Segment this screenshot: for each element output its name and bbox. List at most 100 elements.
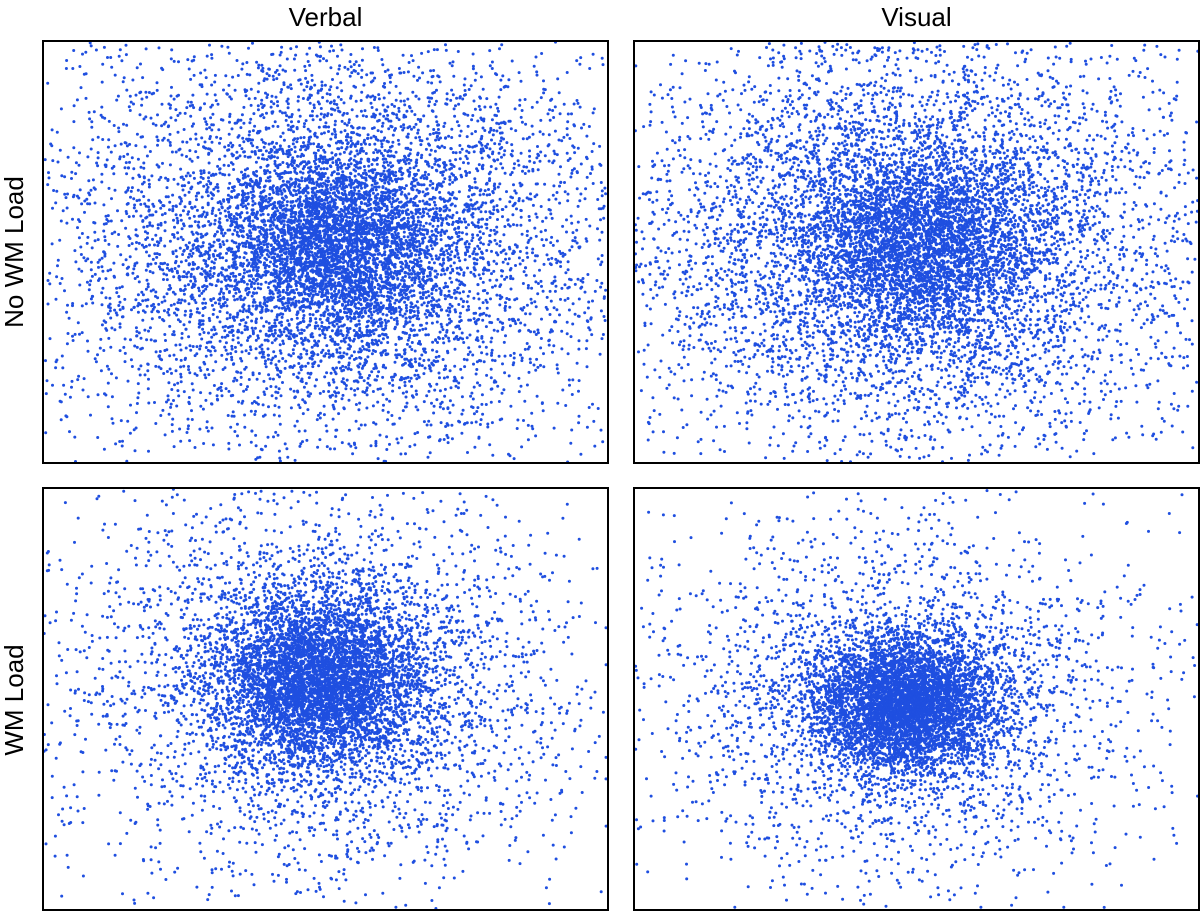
scatter-point bbox=[248, 121, 252, 125]
scatter-point bbox=[365, 298, 369, 301]
scatter-point bbox=[416, 431, 420, 434]
scatter-point bbox=[578, 199, 582, 203]
scatter-point bbox=[267, 255, 271, 259]
scatter-point bbox=[75, 98, 79, 102]
scatter-point bbox=[270, 394, 274, 398]
scatter-point bbox=[411, 233, 414, 237]
scatter-point bbox=[376, 374, 379, 378]
scatter-point bbox=[106, 145, 110, 149]
scatter-point bbox=[498, 240, 502, 243]
scatter-point bbox=[335, 322, 339, 326]
scatter-point bbox=[481, 272, 485, 276]
scatter-point bbox=[291, 142, 295, 146]
scatter-point bbox=[207, 220, 211, 223]
scatter-point bbox=[204, 259, 208, 263]
scatter-point bbox=[409, 182, 413, 186]
scatter-point bbox=[347, 343, 351, 347]
scatter-point bbox=[263, 298, 267, 302]
scatter-point bbox=[416, 408, 420, 412]
scatter-point bbox=[406, 97, 410, 101]
scatter-point bbox=[471, 353, 475, 357]
scatter-point bbox=[88, 117, 92, 121]
scatter-point bbox=[462, 271, 466, 275]
scatter-point bbox=[334, 141, 338, 145]
scatter-point bbox=[188, 315, 192, 319]
scatter-point bbox=[439, 273, 443, 277]
scatter-point bbox=[416, 151, 420, 155]
scatter-point bbox=[551, 109, 555, 112]
scatter-point bbox=[386, 163, 390, 167]
scatter-point bbox=[446, 406, 450, 410]
scatter-point bbox=[509, 287, 513, 291]
scatter-point bbox=[426, 333, 430, 337]
scatter-point bbox=[496, 158, 500, 162]
scatter-point bbox=[117, 54, 121, 58]
scatter-point bbox=[432, 261, 436, 265]
scatter-point bbox=[259, 310, 263, 314]
scatter-point bbox=[469, 394, 473, 398]
scatter-point bbox=[302, 285, 306, 289]
scatter-point bbox=[107, 138, 111, 142]
scatter-point bbox=[113, 188, 117, 192]
scatter-point bbox=[509, 173, 513, 177]
scatter-point bbox=[461, 290, 465, 294]
scatter-point bbox=[133, 449, 137, 453]
scatter-point bbox=[289, 406, 293, 410]
scatter-point bbox=[121, 263, 125, 267]
scatter-point bbox=[338, 296, 342, 300]
scatter-point bbox=[426, 192, 430, 195]
scatter-point bbox=[418, 285, 422, 289]
scatter-point bbox=[541, 409, 545, 413]
scatter-point bbox=[127, 166, 130, 170]
scatter-point bbox=[263, 184, 267, 188]
scatter-point bbox=[359, 302, 363, 306]
scatter-point bbox=[227, 441, 231, 445]
scatter-point bbox=[159, 206, 163, 210]
scatter-point bbox=[370, 238, 373, 242]
scatter-point bbox=[530, 124, 534, 128]
scatter-point bbox=[230, 152, 234, 156]
scatter-point bbox=[156, 113, 159, 117]
scatter-point bbox=[298, 444, 302, 448]
scatter-point bbox=[360, 264, 364, 268]
scatter-point bbox=[295, 288, 299, 291]
scatter-point bbox=[324, 214, 328, 218]
scatter-point bbox=[311, 188, 315, 192]
scatter-point bbox=[201, 314, 205, 318]
scatter-point bbox=[551, 350, 554, 354]
scatter-point bbox=[323, 375, 327, 379]
scatter-point bbox=[153, 401, 156, 404]
scatter-point bbox=[557, 138, 561, 142]
scatter-point bbox=[175, 94, 179, 98]
scatter-point bbox=[185, 140, 189, 144]
scatter-point bbox=[354, 446, 358, 450]
scatter-point bbox=[187, 302, 191, 306]
scatter-point bbox=[337, 325, 341, 329]
scatter-point bbox=[435, 350, 439, 354]
scatter-point bbox=[519, 215, 523, 219]
scatter-point bbox=[583, 197, 587, 201]
scatter-point bbox=[123, 360, 127, 364]
scatter-point bbox=[346, 307, 350, 311]
scatter-point bbox=[365, 73, 369, 77]
scatter-point bbox=[514, 322, 518, 326]
scatter-point bbox=[401, 391, 405, 395]
scatter-point bbox=[485, 300, 489, 304]
scatter-point bbox=[251, 219, 255, 223]
scatter-point bbox=[166, 398, 170, 402]
scatter-point bbox=[417, 97, 421, 101]
scatter-point bbox=[352, 350, 356, 354]
scatter-point bbox=[459, 297, 463, 301]
scatter-point bbox=[337, 300, 341, 303]
scatter-point bbox=[375, 233, 379, 237]
scatter-point bbox=[203, 102, 206, 106]
scatter-point bbox=[270, 309, 274, 313]
scatter-point bbox=[503, 277, 507, 281]
scatter-point bbox=[581, 277, 585, 280]
scatter-point bbox=[281, 131, 285, 135]
scatter-point bbox=[274, 354, 277, 358]
scatter-point bbox=[424, 147, 428, 151]
scatter-point bbox=[488, 130, 491, 134]
scatter-point bbox=[55, 275, 59, 279]
scatter-point bbox=[446, 313, 450, 317]
